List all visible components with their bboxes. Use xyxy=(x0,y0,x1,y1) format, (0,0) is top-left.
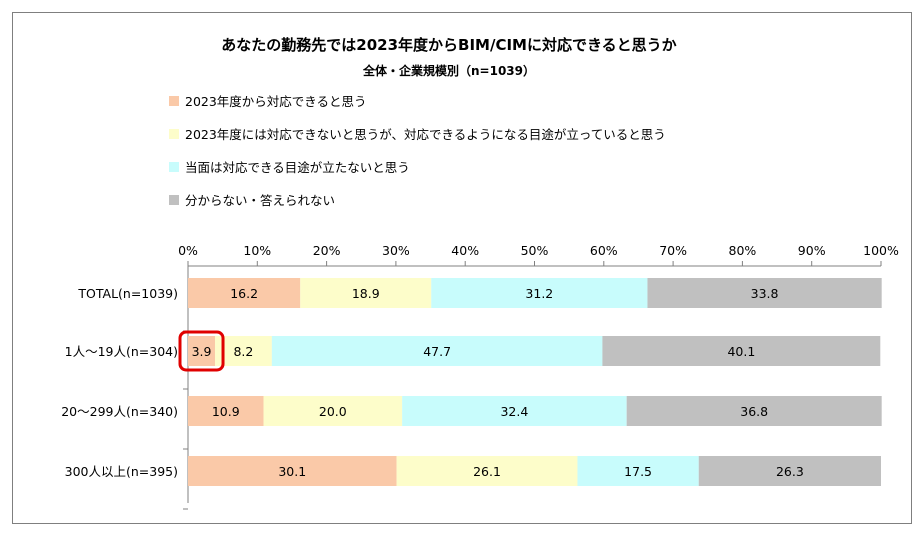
bar-segment xyxy=(402,396,627,426)
x-tick-label: 30% xyxy=(382,243,410,258)
x-tick-label: 80% xyxy=(729,243,757,258)
category-label: 1人～19人(n=304) xyxy=(65,344,178,359)
chart-subtitle: 全体・企業規模別（n=1039） xyxy=(362,63,535,78)
bar-segment xyxy=(188,278,301,308)
stacked-bar-chart: あなたの勤務先では2023年度からBIM/CIMに対応できると思うか 全体・企業… xyxy=(61,36,899,510)
x-tick-label: 50% xyxy=(521,243,549,258)
data-label: 26.1 xyxy=(473,464,501,479)
bar-segment xyxy=(647,278,882,308)
category-label: 300人以上(n=395) xyxy=(65,464,178,479)
category-label: TOTAL(n=1039) xyxy=(77,286,178,301)
legend-swatch-1 xyxy=(169,96,179,106)
chart-title: あなたの勤務先では2023年度からBIM/CIMに対応できると思うか xyxy=(221,36,676,54)
data-label: 20.0 xyxy=(319,404,347,419)
bar-segment xyxy=(577,456,699,486)
category-label: 20～299人(n=340) xyxy=(61,404,178,419)
x-axis: 0% 10% 20% 30% 40% 50% 60% 70% 80% 90% 100% xyxy=(178,243,899,267)
highlight-annotation xyxy=(178,330,225,372)
x-tick-label: 100% xyxy=(863,243,899,258)
data-label: 8.2 xyxy=(233,344,253,359)
category-axis: TOTAL(n=1039) 1人～19人(n=304) 20～299人(n=340)… xyxy=(61,266,189,510)
legend-label-2: 2023年度には対応できないと思うが、対応できるようになる目途が立っていると思う xyxy=(185,127,666,142)
x-tick-label: 90% xyxy=(798,243,826,258)
legend-label-3: 当面は対応できる目途が立たないと思う xyxy=(185,160,410,175)
data-label: 3.9 xyxy=(192,344,212,359)
bar-segment xyxy=(431,278,648,308)
bar-segment xyxy=(188,456,397,486)
legend-label-1: 2023年度から対応できると思う xyxy=(185,94,367,109)
x-tick-label: 0% xyxy=(178,243,198,258)
bars xyxy=(188,278,882,486)
data-label: 17.5 xyxy=(624,464,652,479)
data-label: 16.2 xyxy=(230,286,258,301)
legend-label-4: 分からない・答えられない xyxy=(185,193,335,208)
data-label: 18.9 xyxy=(352,286,380,301)
data-label: 32.4 xyxy=(500,404,528,419)
bar-segment xyxy=(271,336,603,366)
value-labels: 16.2 18.9 31.2 33.8 3.9 8.2 47.7 40.1 10.9 20.0 32… xyxy=(192,286,804,479)
highlight-box xyxy=(178,330,225,372)
data-label: 26.3 xyxy=(776,464,804,479)
data-label: 33.8 xyxy=(751,286,779,301)
x-tick-label: 10% xyxy=(243,243,271,258)
data-label: 31.2 xyxy=(525,286,553,301)
x-tick-label: 40% xyxy=(451,243,479,258)
data-label: 10.9 xyxy=(212,404,240,419)
x-tick-label: 70% xyxy=(659,243,687,258)
legend-swatch-4 xyxy=(169,195,179,205)
bar-segment xyxy=(188,336,216,366)
data-label: 47.7 xyxy=(423,344,451,359)
bar-segment xyxy=(396,456,578,486)
data-label: 40.1 xyxy=(727,344,755,359)
data-label: 36.8 xyxy=(740,404,768,419)
x-tick-label: 60% xyxy=(590,243,618,258)
bar-segment xyxy=(188,396,264,426)
bar-segment xyxy=(300,278,432,308)
bar-segment xyxy=(263,396,403,426)
chart-frame: あなたの勤務先では2023年度からBIM/CIMに対応できると思うか 全体・企業… xyxy=(12,12,912,524)
legend: 2023年度から対応できると思う 2023年度には対応できないと思うが、対応できる… xyxy=(169,94,666,208)
legend-swatch-3 xyxy=(169,162,179,172)
legend-swatch-2 xyxy=(169,129,179,139)
x-tick-label: 20% xyxy=(313,243,341,258)
bar-segment xyxy=(602,336,881,366)
bar-segment xyxy=(626,396,882,426)
data-label: 30.1 xyxy=(278,464,306,479)
bar-segment xyxy=(698,456,881,486)
